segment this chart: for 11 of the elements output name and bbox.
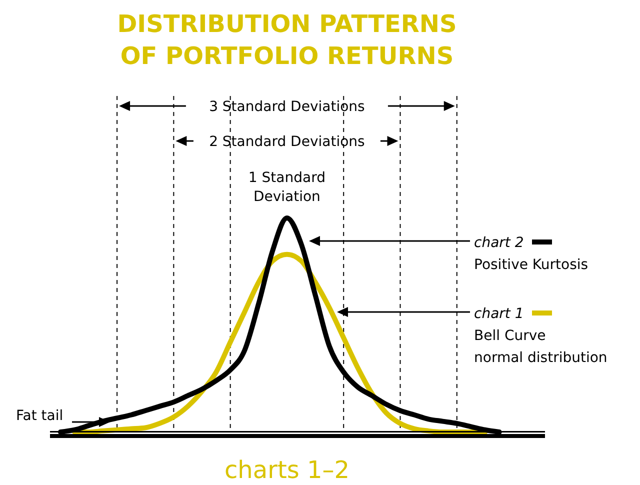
annotation: Positive Kurtosis	[474, 257, 588, 273]
text: 3 Standard Deviations	[209, 99, 365, 115]
legend-label: chart 2	[474, 235, 524, 251]
annotation: Fat tail	[16, 408, 64, 424]
text: charts 1–2	[224, 456, 350, 484]
legend-label: chart 1	[474, 306, 524, 322]
annotation: normal distribution	[474, 350, 608, 366]
chart-title: DISTRIBUTION PATTERNS OF PORTFOLIO RETURNS	[117, 10, 457, 70]
text: 1 Standard Deviation	[248, 170, 326, 205]
text: 2 Standard Deviations	[209, 134, 365, 150]
annotation: Bell Curve	[474, 328, 546, 344]
